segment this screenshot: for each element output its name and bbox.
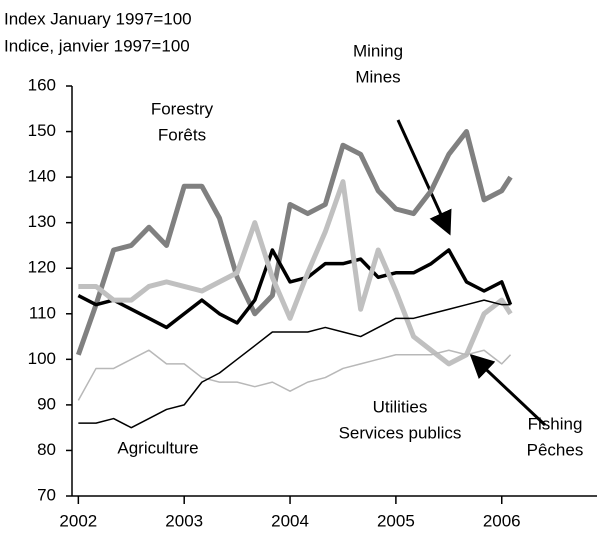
series-label: Utilities: [373, 397, 428, 416]
arrow: [469, 353, 547, 427]
chart-title: Indice, janvier 1997=100: [4, 36, 190, 55]
series-label: Pêches: [527, 440, 584, 459]
x-tick-label: 2002: [59, 511, 97, 530]
series-label: Services publics: [339, 423, 462, 442]
x-tick-label: 2006: [483, 511, 521, 530]
series-line: [77, 248, 513, 330]
y-tick-label: 70: [37, 485, 56, 504]
series-label: Mines: [355, 67, 400, 86]
y-tick-label: 160: [28, 75, 56, 94]
chart-title: Index January 1997=100: [4, 9, 192, 28]
x-tick-label: 2005: [377, 511, 415, 530]
y-tick-label: 120: [28, 258, 56, 277]
series-label: Fishing: [528, 414, 583, 433]
series-line: [78, 179, 513, 367]
x-tick-label: 2004: [271, 511, 309, 530]
series-line: [77, 349, 512, 401]
y-tick-label: 140: [28, 167, 56, 186]
series-label: Agriculture: [117, 438, 198, 457]
series-label: Mining: [353, 41, 403, 60]
arrow: [396, 119, 452, 236]
y-tick-label: 90: [37, 394, 56, 413]
y-tick-label: 150: [28, 121, 56, 140]
series-line: [78, 299, 511, 429]
series-label: Forêts: [158, 125, 206, 144]
y-tick-label: 130: [28, 212, 56, 231]
y-tick-label: 100: [28, 349, 56, 368]
y-tick-label: 110: [29, 303, 56, 322]
y-tick-label: 80: [37, 440, 56, 459]
series-line: [75, 129, 513, 356]
series-label: Forestry: [151, 99, 214, 118]
x-tick-label: 2003: [165, 511, 203, 530]
